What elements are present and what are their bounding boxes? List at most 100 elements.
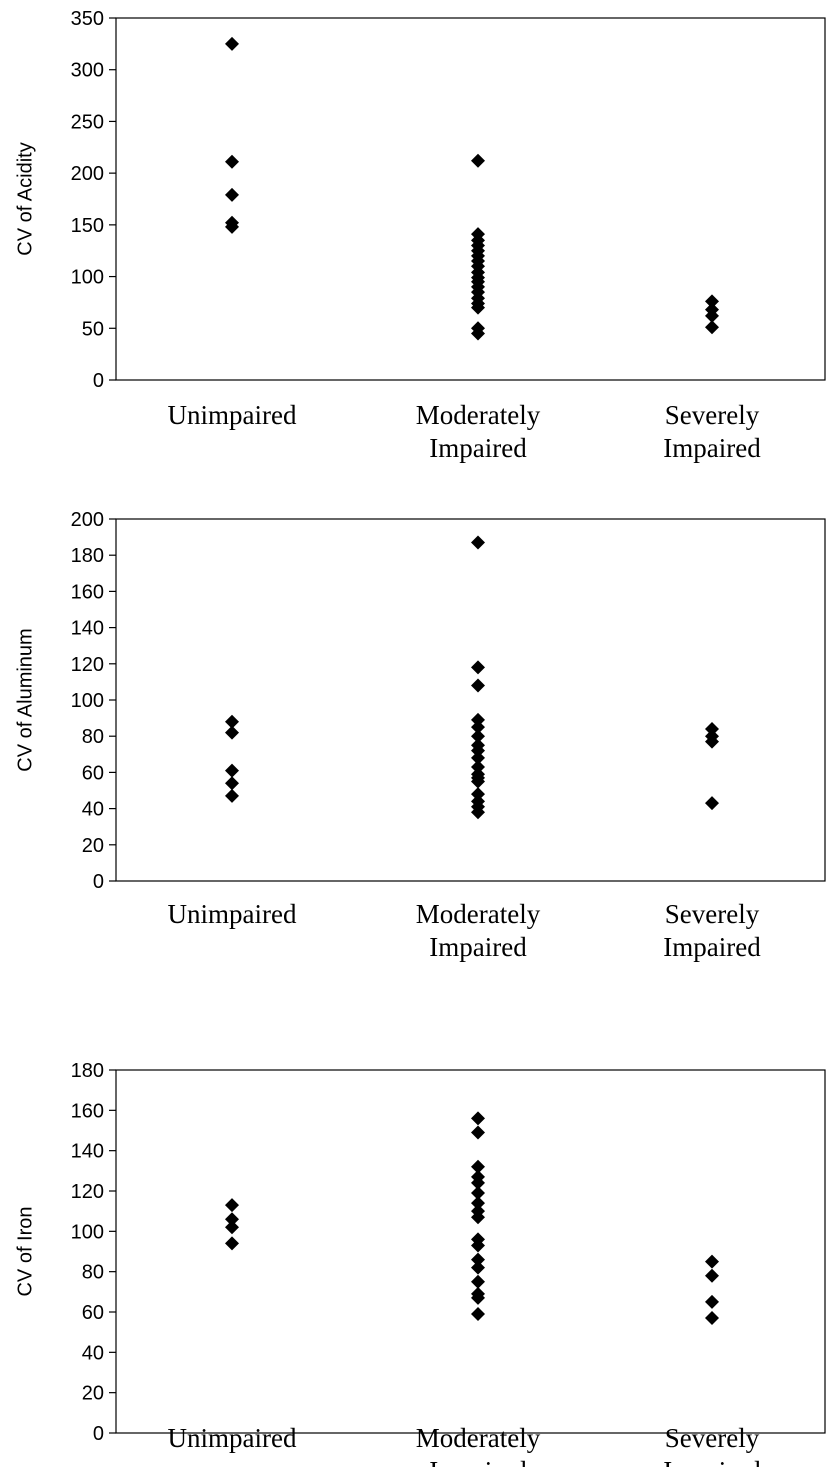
data-point (471, 774, 485, 789)
y-tick-label: 80 (82, 726, 104, 748)
y-tick-label: 100 (71, 267, 104, 289)
data-point (471, 535, 485, 550)
data-point (471, 300, 485, 315)
data-point (225, 1198, 239, 1213)
y-tick-label: 20 (82, 1383, 104, 1405)
data-point (225, 714, 239, 729)
y-tick-label: 150 (71, 215, 104, 237)
data-point (705, 1294, 719, 1309)
y-tick-label: 120 (71, 654, 104, 676)
data-point (471, 729, 485, 744)
y-tick-label: 100 (71, 690, 104, 712)
data-point (705, 734, 719, 749)
data-point (471, 1210, 485, 1225)
y-axis-title: CV of Iron (14, 1206, 36, 1296)
y-tick-label: 350 (71, 8, 104, 30)
category-label: Impaired (663, 433, 761, 463)
data-point (705, 1268, 719, 1283)
y-tick-label: 160 (71, 1100, 104, 1122)
data-point (471, 1175, 485, 1190)
data-point (705, 796, 719, 811)
plot-area (115, 518, 826, 882)
category-label: Impaired (429, 433, 527, 463)
y-tick-label: 160 (71, 581, 104, 603)
y-axis-title: CV of Acidity (14, 142, 36, 255)
data-point (471, 750, 485, 765)
data-point (471, 787, 485, 802)
data-point (225, 187, 239, 202)
data-point (471, 743, 485, 758)
data-point (225, 36, 239, 51)
data-point (471, 1307, 485, 1322)
data-point (471, 1186, 485, 1201)
data-point (471, 759, 485, 774)
data-point (705, 721, 719, 736)
data-point (225, 154, 239, 169)
data-point (705, 294, 719, 309)
category-label: Unimpaired (168, 1423, 297, 1453)
data-point (471, 1260, 485, 1275)
category-label: Impaired (663, 932, 761, 962)
data-point (471, 712, 485, 727)
y-tick-label: 250 (71, 111, 104, 133)
y-tick-label: 0 (93, 370, 104, 392)
category-label: Unimpaired (168, 400, 297, 430)
category-label: Impaired (429, 1456, 527, 1467)
y-tick-label: 20 (82, 835, 104, 857)
y-tick-label: 50 (82, 318, 104, 340)
category-label: Unimpaired (168, 899, 297, 929)
data-point (225, 1220, 239, 1235)
y-tick-label: 180 (71, 1060, 104, 1082)
data-point (225, 725, 239, 740)
data-point (225, 1236, 239, 1251)
data-point (225, 763, 239, 778)
y-tick-label: 40 (82, 1342, 104, 1364)
acidity-chart: 0 50 100 150 200 250 300 350 CV of Acidity Unimpa… (14, 8, 826, 463)
y-tick-label: 60 (82, 1302, 104, 1324)
y-tick-label: 140 (71, 1141, 104, 1163)
plot-area (115, 17, 826, 381)
category-label: Moderately (416, 400, 541, 430)
category-label: Severely (665, 899, 760, 929)
data-point (225, 1212, 239, 1227)
category-label: Severely (665, 400, 760, 430)
data-point (471, 660, 485, 675)
data-point (471, 153, 485, 168)
data-point (471, 1252, 485, 1267)
data-point (471, 1290, 485, 1305)
y-tick-label: 60 (82, 762, 104, 784)
data-point (471, 1125, 485, 1140)
data-point (471, 1159, 485, 1174)
data-point (225, 788, 239, 803)
category-label: Moderately (416, 1423, 541, 1453)
category-label: Moderately (416, 899, 541, 929)
y-tick-label: 0 (93, 1423, 104, 1445)
y-tick-label: 140 (71, 618, 104, 640)
data-point (705, 1311, 719, 1326)
iron-chart: 0 20 40 60 80 100 120 140 160 180 CV of Iron Unimpa… (14, 1060, 826, 1467)
y-tick-label: 40 (82, 799, 104, 821)
data-point (471, 1238, 485, 1253)
y-tick-label: 0 (93, 871, 104, 893)
data-point (471, 1111, 485, 1126)
data-point (225, 776, 239, 791)
y-tick-label: 300 (71, 60, 104, 82)
data-point (471, 678, 485, 693)
y-tick-label: 180 (71, 545, 104, 567)
data-point (705, 320, 719, 335)
y-tick-label: 200 (71, 509, 104, 531)
y-axis-title: CV of Aluminum (14, 628, 36, 771)
y-tick-label: 80 (82, 1262, 104, 1284)
data-point (471, 1196, 485, 1211)
y-tick-label: 200 (71, 163, 104, 185)
data-point (471, 720, 485, 735)
data-point (705, 1254, 719, 1269)
data-point (705, 308, 719, 323)
data-point (471, 326, 485, 341)
category-label: Impaired (663, 1456, 761, 1467)
plot-area (115, 1069, 826, 1434)
y-tick-label: 100 (71, 1221, 104, 1243)
category-label: Impaired (429, 932, 527, 962)
data-point (471, 1274, 485, 1289)
